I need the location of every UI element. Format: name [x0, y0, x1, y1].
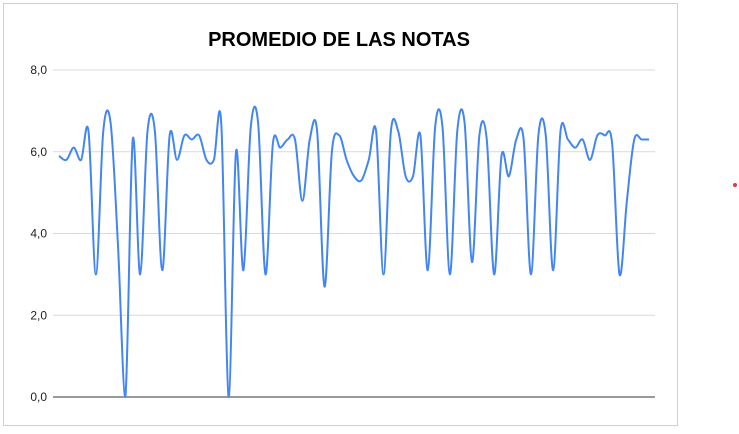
data-point	[470, 260, 474, 264]
data-point	[197, 133, 201, 137]
data-point	[205, 158, 209, 162]
data-point	[603, 133, 607, 137]
y-tick-label: 2,0	[30, 308, 47, 322]
data-point	[404, 174, 408, 178]
data-point	[485, 137, 489, 141]
data-point	[426, 268, 430, 272]
data-point	[87, 129, 91, 133]
chart-frame: PROMEDIO DE LAS NOTAS 0,0 2,0 4,0 6,0 8,0	[3, 3, 678, 426]
data-point	[123, 395, 127, 399]
data-point	[632, 137, 636, 141]
data-point	[234, 150, 238, 154]
data-point	[359, 178, 363, 182]
data-point	[382, 272, 386, 276]
data-point	[610, 142, 614, 146]
data-point	[286, 137, 290, 141]
data-point	[573, 146, 577, 150]
data-point	[182, 133, 186, 137]
data-point	[536, 133, 540, 137]
data-point	[551, 268, 555, 272]
data-point	[477, 133, 481, 137]
data-point	[411, 174, 415, 178]
data-point	[249, 125, 253, 129]
data-point	[566, 137, 570, 141]
data-point	[212, 158, 216, 162]
data-point	[219, 121, 223, 125]
line-chart: PROMEDIO DE LAS NOTAS 0,0 2,0 4,0 6,0 8,0	[30, 29, 655, 404]
data-point	[337, 133, 341, 137]
data-point	[618, 272, 622, 276]
y-tick-label: 6,0	[30, 145, 47, 159]
data-point	[79, 158, 83, 162]
data-point	[396, 129, 400, 133]
chart-title: PROMEDIO DE LAS NOTAS	[208, 29, 470, 51]
data-point	[323, 285, 327, 289]
data-point	[345, 158, 349, 162]
data-point	[581, 137, 585, 141]
data-point	[367, 158, 371, 162]
data-point	[300, 199, 304, 203]
data-point	[514, 137, 518, 141]
y-tick-label: 4,0	[30, 227, 47, 241]
data-point	[241, 268, 245, 272]
data-point	[559, 129, 563, 133]
data-point	[271, 142, 275, 146]
data-point	[101, 129, 105, 133]
data-point	[131, 137, 135, 141]
data-point	[463, 121, 467, 125]
data-point	[57, 154, 61, 158]
data-point	[529, 272, 533, 276]
data-point	[625, 199, 629, 203]
data-point	[640, 137, 644, 141]
data-point	[588, 158, 592, 162]
data-point	[64, 158, 68, 162]
series-line	[58, 105, 649, 398]
y-tick-label: 8,0	[30, 63, 47, 77]
data-point	[507, 174, 511, 178]
data-point	[352, 174, 356, 178]
data-point	[153, 129, 157, 133]
data-point	[138, 272, 142, 276]
data-point	[116, 244, 120, 248]
data-point	[227, 395, 231, 399]
data-point	[94, 272, 98, 276]
data-point	[448, 272, 452, 276]
data-point	[175, 158, 179, 162]
data-point	[315, 129, 319, 133]
red-dot-marker	[733, 183, 737, 187]
data-point	[441, 125, 445, 129]
data-point	[190, 137, 194, 141]
data-point	[595, 133, 599, 137]
data-point	[146, 129, 150, 133]
data-point	[455, 129, 459, 133]
data-point	[109, 121, 113, 125]
data-point	[278, 146, 282, 150]
data-point	[389, 129, 393, 133]
data-point	[492, 272, 496, 276]
data-point	[293, 137, 297, 141]
data-point	[433, 125, 437, 129]
data-point	[256, 121, 260, 125]
data-point	[72, 146, 76, 150]
data-point	[168, 133, 172, 137]
data-point	[308, 137, 312, 141]
y-tick-label: 0,0	[30, 390, 47, 404]
data-point	[374, 129, 378, 133]
data-point	[544, 133, 548, 137]
data-point	[330, 150, 334, 154]
data-point	[160, 268, 164, 272]
data-point	[522, 137, 526, 141]
data-point	[500, 154, 504, 158]
data-point	[264, 272, 268, 276]
data-point	[647, 137, 651, 141]
data-point	[418, 133, 422, 137]
